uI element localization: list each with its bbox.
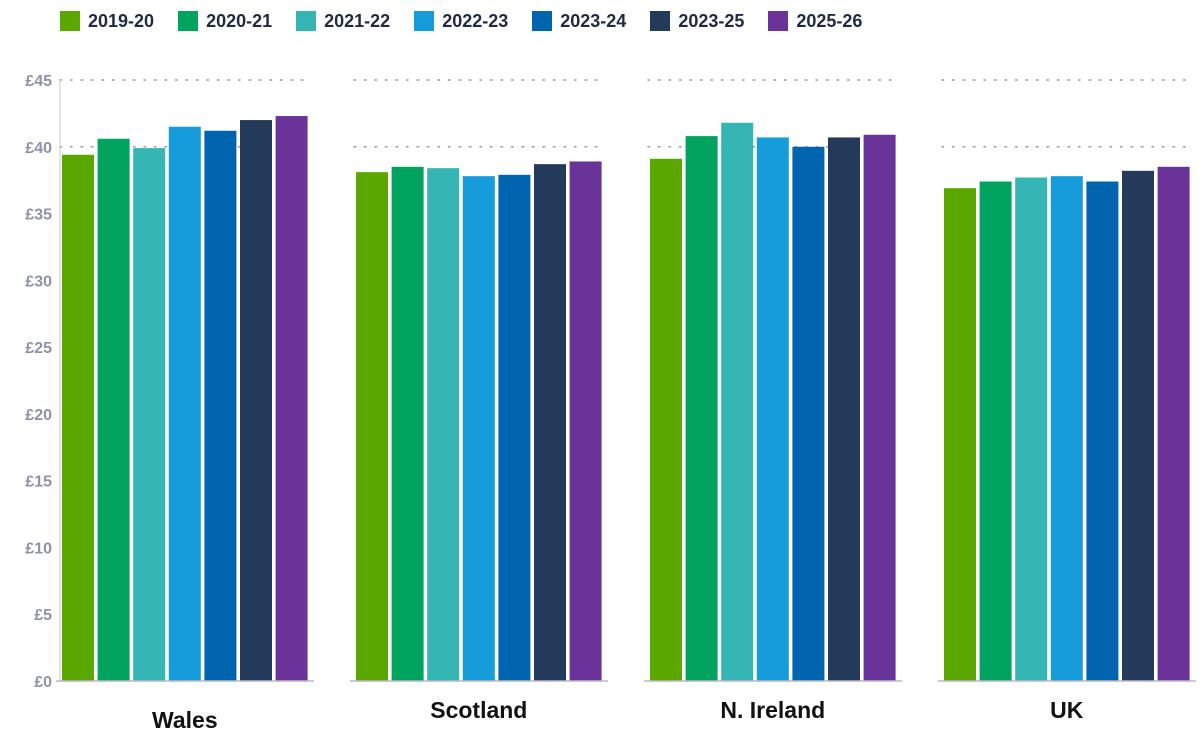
bar <box>204 130 237 682</box>
legend-label: 2025-26 <box>796 10 863 31</box>
legend-swatch <box>768 11 789 31</box>
bar <box>569 161 602 682</box>
y-tick-label: £10 <box>25 540 52 557</box>
bar <box>650 158 682 681</box>
legend-item: 2020-21 <box>178 11 272 32</box>
legend-swatch <box>296 11 317 31</box>
y-tick-label: £45 <box>25 73 52 90</box>
category-label: UK <box>1050 697 1084 723</box>
legend-label: 2023-24 <box>560 10 627 31</box>
legend-swatch <box>532 11 553 31</box>
bar <box>391 166 424 682</box>
y-tick-label: £20 <box>25 407 52 424</box>
bar <box>979 181 1012 681</box>
legend-item: 2023-24 <box>532 11 626 32</box>
bar <box>1122 170 1154 681</box>
bar <box>62 154 94 681</box>
legend-swatch <box>60 11 80 31</box>
y-tick-label: £25 <box>25 340 52 357</box>
bar <box>133 148 166 681</box>
legend-item: 2019-20 <box>60 11 154 32</box>
bar <box>168 126 201 681</box>
bar <box>756 137 789 681</box>
bar <box>721 122 754 681</box>
legend-label: 2019-20 <box>88 10 155 31</box>
bar <box>863 134 896 681</box>
bar <box>944 188 976 681</box>
bar <box>1050 176 1083 681</box>
bar <box>828 137 860 681</box>
bar <box>1086 181 1119 681</box>
category-label: Wales <box>152 707 218 733</box>
y-tick-label: £40 <box>25 140 52 157</box>
y-tick-label: £5 <box>34 607 52 624</box>
bar <box>498 174 531 681</box>
legend-item: 2022-23 <box>414 11 508 32</box>
bar <box>356 172 388 682</box>
legend-label: 2021-22 <box>324 10 391 31</box>
legend-swatch <box>414 11 435 31</box>
y-tick-label: £35 <box>25 207 52 224</box>
legend-swatch <box>178 11 199 31</box>
bar <box>534 164 566 681</box>
legend-label: 2022-23 <box>442 10 509 31</box>
legend-item: 2025-26 <box>768 11 862 32</box>
legend-label: 2023-25 <box>678 10 745 31</box>
y-tick-label: £30 <box>25 273 52 290</box>
bar <box>462 176 495 681</box>
legend-item: 2021-22 <box>296 11 390 32</box>
bar <box>275 116 308 681</box>
bar <box>685 136 718 682</box>
bar <box>1015 177 1048 682</box>
bar <box>97 138 130 681</box>
y-tick-label: £0 <box>34 674 52 691</box>
bar <box>427 168 460 681</box>
bar <box>1157 166 1190 682</box>
bar <box>792 146 825 681</box>
bar <box>240 120 272 682</box>
category-label: Scotland <box>430 697 527 723</box>
legend-swatch <box>650 11 671 31</box>
legend-item: 2023-25 <box>650 11 744 32</box>
chart-legend: 2019-20 2020-21 2021-22 2022-23 2023-24 2023-… <box>60 8 886 34</box>
category-label: N. Ireland <box>720 697 825 723</box>
y-tick-label: £15 <box>25 474 52 491</box>
legend-label: 2020-21 <box>206 10 273 31</box>
